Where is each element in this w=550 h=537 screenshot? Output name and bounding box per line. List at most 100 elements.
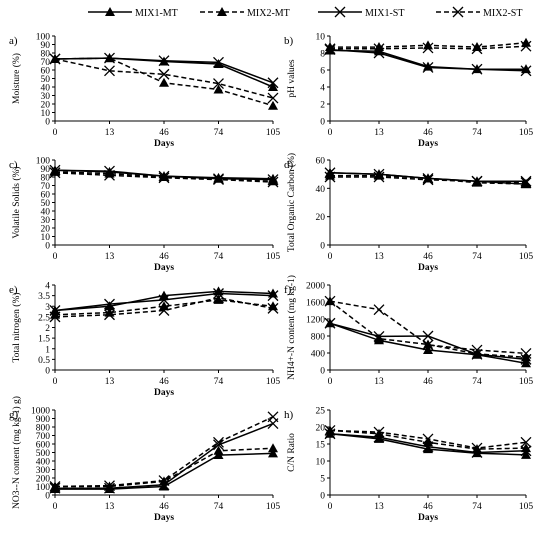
data-point bbox=[422, 61, 434, 73]
series-line bbox=[54, 171, 274, 183]
x-axis-label: Days bbox=[154, 513, 174, 523]
data-point bbox=[324, 424, 336, 436]
panel-8: 0 5 10 15 20 25 0 13 46 74 105 Days C/N Ratio h) bbox=[284, 407, 533, 524]
data-point bbox=[520, 175, 532, 187]
series-mix1-st bbox=[324, 317, 532, 365]
series-mix2-st bbox=[324, 295, 532, 359]
data-point bbox=[268, 443, 278, 453]
data-point bbox=[521, 449, 531, 459]
data-point bbox=[471, 63, 483, 75]
x-tick-label: 0 bbox=[328, 502, 333, 512]
data-point bbox=[267, 77, 279, 89]
data-point bbox=[422, 172, 434, 184]
data-point bbox=[268, 82, 278, 91]
data-point bbox=[423, 345, 433, 355]
x-tick-label: 105 bbox=[266, 377, 281, 387]
data-point bbox=[521, 358, 531, 368]
x-tick-label: 46 bbox=[423, 252, 433, 262]
series-line bbox=[54, 297, 274, 318]
y-tick-label: 0 bbox=[45, 492, 50, 502]
data-point bbox=[158, 294, 170, 306]
data-point bbox=[520, 347, 532, 359]
data-point bbox=[213, 59, 224, 69]
y-tick-label: 200 bbox=[36, 475, 51, 485]
y-tick-label: 30 bbox=[41, 216, 51, 226]
data-point bbox=[324, 317, 336, 329]
data-point bbox=[373, 431, 385, 443]
data-point bbox=[471, 447, 483, 458]
y-tick-label: 1 bbox=[45, 345, 50, 355]
legend-entry-4: MIX2-ST bbox=[436, 6, 522, 19]
y-tick-label: 20 bbox=[41, 225, 51, 235]
x-tick-label: 13 bbox=[105, 128, 115, 138]
x-tick-label: 0 bbox=[53, 502, 58, 512]
data-point bbox=[422, 330, 434, 342]
data-point bbox=[267, 176, 279, 188]
y-tick-label: 80 bbox=[41, 50, 51, 60]
y-tick-label: 70 bbox=[41, 58, 51, 68]
series-line bbox=[329, 300, 527, 355]
data-point bbox=[324, 43, 336, 55]
y-tick-label: 20 bbox=[316, 213, 326, 223]
series-mix2-st bbox=[324, 40, 532, 55]
data-point bbox=[213, 445, 224, 455]
x-tick-label: 0 bbox=[53, 377, 58, 387]
y-tick-label: 4 bbox=[320, 84, 325, 94]
data-point bbox=[213, 78, 224, 90]
x-tick-label: 105 bbox=[519, 252, 534, 262]
data-point bbox=[373, 330, 385, 342]
legend-label: MIX2-MT bbox=[247, 8, 290, 19]
data-point bbox=[158, 172, 170, 184]
data-point bbox=[104, 309, 115, 321]
legend-label: MIX2-ST bbox=[483, 8, 522, 19]
y-tick-label: 1000 bbox=[31, 407, 50, 417]
x-tick-label: 46 bbox=[159, 252, 169, 262]
legend-label: MIX1-MT bbox=[135, 8, 178, 19]
y-tick-label: 100 bbox=[36, 157, 51, 167]
x-tick-label: 46 bbox=[423, 377, 433, 387]
data-point bbox=[267, 290, 279, 302]
data-point bbox=[158, 170, 170, 182]
y-tick-label: 0 bbox=[45, 242, 50, 252]
x-tick-label: 0 bbox=[328, 252, 333, 262]
y-tick-label: 8 bbox=[320, 50, 325, 60]
y-tick-label: 50 bbox=[41, 75, 51, 85]
data-point bbox=[374, 333, 384, 343]
series-line bbox=[329, 300, 527, 359]
data-point bbox=[520, 436, 532, 448]
data-point bbox=[49, 482, 61, 494]
x-axis-label: Days bbox=[418, 263, 438, 273]
legend-label: MIX1-ST bbox=[365, 8, 404, 19]
x-tick-label: 74 bbox=[472, 377, 482, 387]
y-tick-label: 0.5 bbox=[38, 356, 50, 366]
y-tick-label: 60 bbox=[41, 191, 51, 201]
panel-label: f) bbox=[284, 284, 292, 296]
y-axis-label: C/N Ratio bbox=[287, 433, 297, 472]
x-tick-label: 13 bbox=[374, 128, 384, 138]
y-tick-label: 1200 bbox=[306, 316, 325, 326]
y-tick-label: 50 bbox=[41, 199, 51, 209]
y-tick-label: 70 bbox=[41, 182, 51, 192]
series-mix2-st bbox=[49, 53, 279, 104]
x-tick-label: 105 bbox=[266, 502, 281, 512]
series-mix1-mt bbox=[50, 448, 278, 494]
data-point bbox=[520, 65, 532, 77]
data-point bbox=[267, 174, 279, 186]
x-tick-label: 46 bbox=[159, 377, 169, 387]
x-tick-label: 13 bbox=[374, 377, 384, 387]
data-point bbox=[520, 40, 532, 52]
y-tick-label: 10 bbox=[41, 233, 51, 243]
data-point bbox=[49, 167, 61, 179]
data-point bbox=[422, 441, 434, 453]
series-mix2-mt bbox=[50, 443, 278, 491]
series-mix2-st bbox=[49, 167, 279, 188]
data-point bbox=[422, 174, 434, 186]
data-point bbox=[213, 294, 224, 304]
panel-label: g) bbox=[9, 409, 19, 421]
data-point bbox=[423, 444, 433, 454]
data-point bbox=[104, 301, 115, 311]
